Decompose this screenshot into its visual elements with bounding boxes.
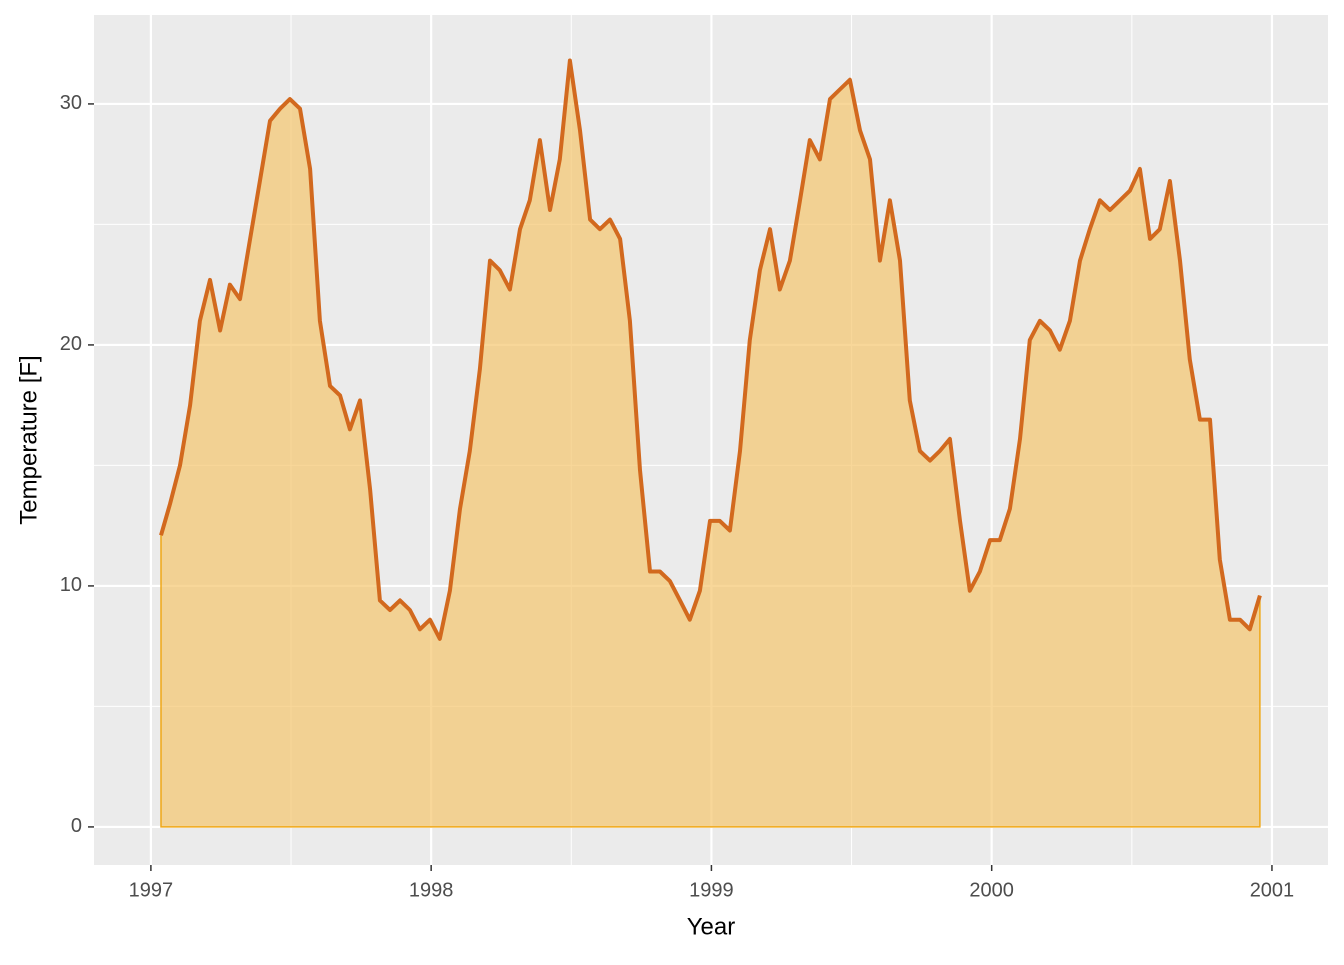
x-tick-label: 1999 [689, 879, 734, 901]
y-axis-title: Temperature [F] [15, 355, 42, 524]
x-tick-label: 2001 [1250, 879, 1295, 901]
x-axis-title: Year [687, 913, 736, 940]
line [159, 58, 1262, 641]
y-tick-label: 0 [71, 815, 82, 837]
x-tick-label: 1998 [409, 879, 454, 901]
x-tick-label: 2000 [969, 879, 1014, 901]
y-tick-label: 20 [60, 333, 82, 355]
y-tick-label: 10 [60, 574, 82, 596]
y-tick-label: 30 [60, 92, 82, 114]
x-tick-label: 1997 [129, 879, 174, 901]
